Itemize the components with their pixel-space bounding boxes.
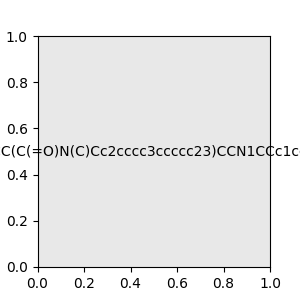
- Text: O=C1CC(C(=O)N(C)Cc2cccc3ccccc23)CCN1CCc1cccc(F)c1: O=C1CC(C(=O)N(C)Cc2cccc3ccccc23)CCN1CCc1…: [0, 145, 300, 158]
